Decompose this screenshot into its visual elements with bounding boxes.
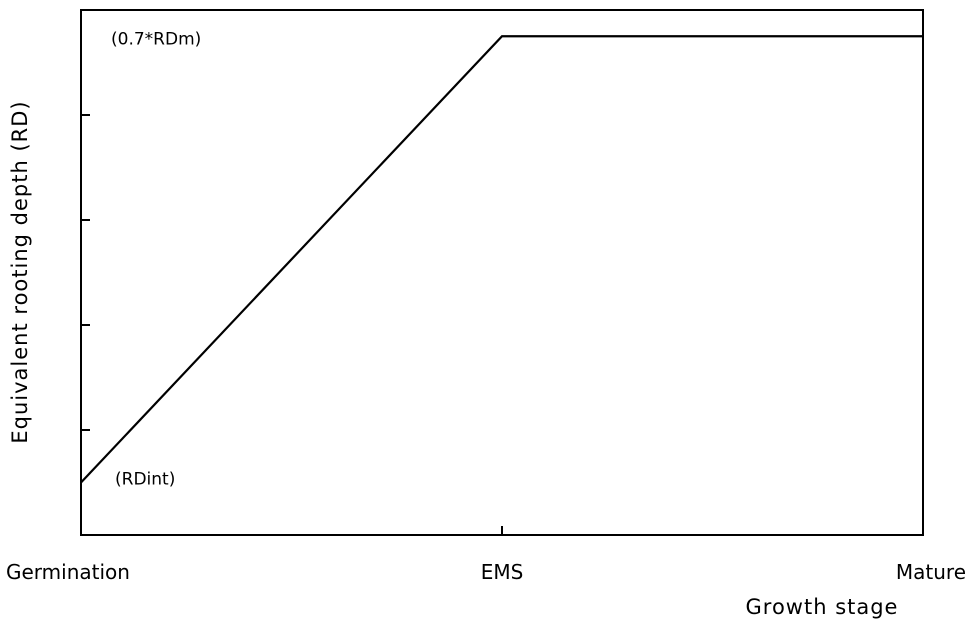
annotations: (0.7*RDm) (RDint) [111, 29, 201, 489]
y-ticks [81, 114, 90, 431]
annotation-0: (0.7*RDm) [111, 29, 201, 49]
x-label-ems: EMS [481, 560, 524, 584]
x-tick-labels: Germination EMS Mature [6, 560, 966, 584]
plot-frame [80, 9, 924, 536]
rooting-depth-line [80, 35, 923, 484]
x-axis-title: Growth stage [746, 595, 899, 619]
x-label-mature: Mature [896, 560, 966, 584]
x-label-germination: Germination [6, 560, 130, 584]
annotation-1: (RDint) [115, 470, 175, 490]
y-axis-title: Equivalent rooting depth (RD) [8, 100, 32, 443]
